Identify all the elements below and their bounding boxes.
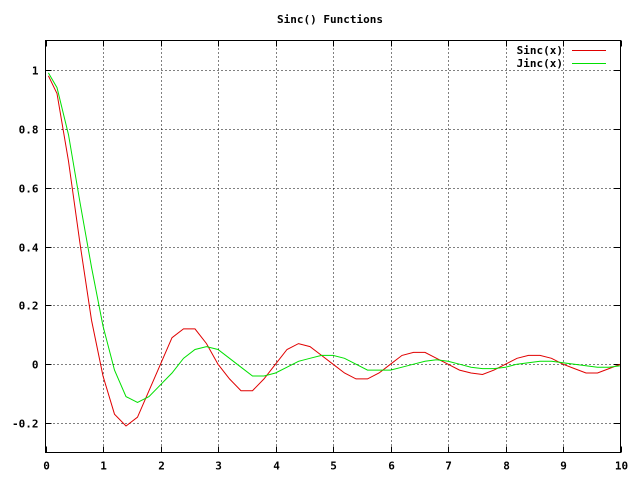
y-tick-label: 0.2: [19, 300, 39, 313]
y-tick-label: 1: [32, 65, 39, 78]
series-line-2: [47, 72, 621, 404]
legend: Sinc(x)Jinc(x): [517, 44, 606, 70]
legend-label: Jinc(x): [517, 57, 563, 70]
y-tick-label: 0.6: [19, 183, 39, 196]
x-tick-label: 6: [388, 460, 395, 473]
series-line-1: [47, 75, 621, 427]
x-tick-label: 5: [330, 460, 337, 473]
x-tick-label: 0: [43, 460, 50, 473]
series-layer: [47, 72, 621, 427]
x-tick-label: 2: [158, 460, 165, 473]
chart-title: Sinc() Functions: [277, 13, 383, 26]
y-tick-label: -0.2: [12, 418, 39, 431]
ticks-layer: 0 1 2 3 4 5 6 7 8 9 10 -0.2 0 0.2 0.4 0.6 0.8 1: [12, 40, 628, 473]
plot-frame: [45, 40, 621, 453]
x-tick-label: 7: [445, 460, 452, 473]
y-tick-label: 0: [32, 359, 39, 372]
grid-layer: [45, 40, 621, 453]
y-tick-label: 0.4: [19, 242, 39, 255]
x-tick-label: 9: [560, 460, 567, 473]
legend-label: Sinc(x): [517, 44, 563, 57]
y-tick-label: 0.8: [19, 124, 39, 137]
x-tick-label: 4: [273, 460, 280, 473]
x-tick-label: 8: [503, 460, 510, 473]
x-tick-label: 3: [215, 460, 222, 473]
x-tick-label: 1: [100, 460, 107, 473]
x-tick-label: 10: [615, 460, 628, 473]
